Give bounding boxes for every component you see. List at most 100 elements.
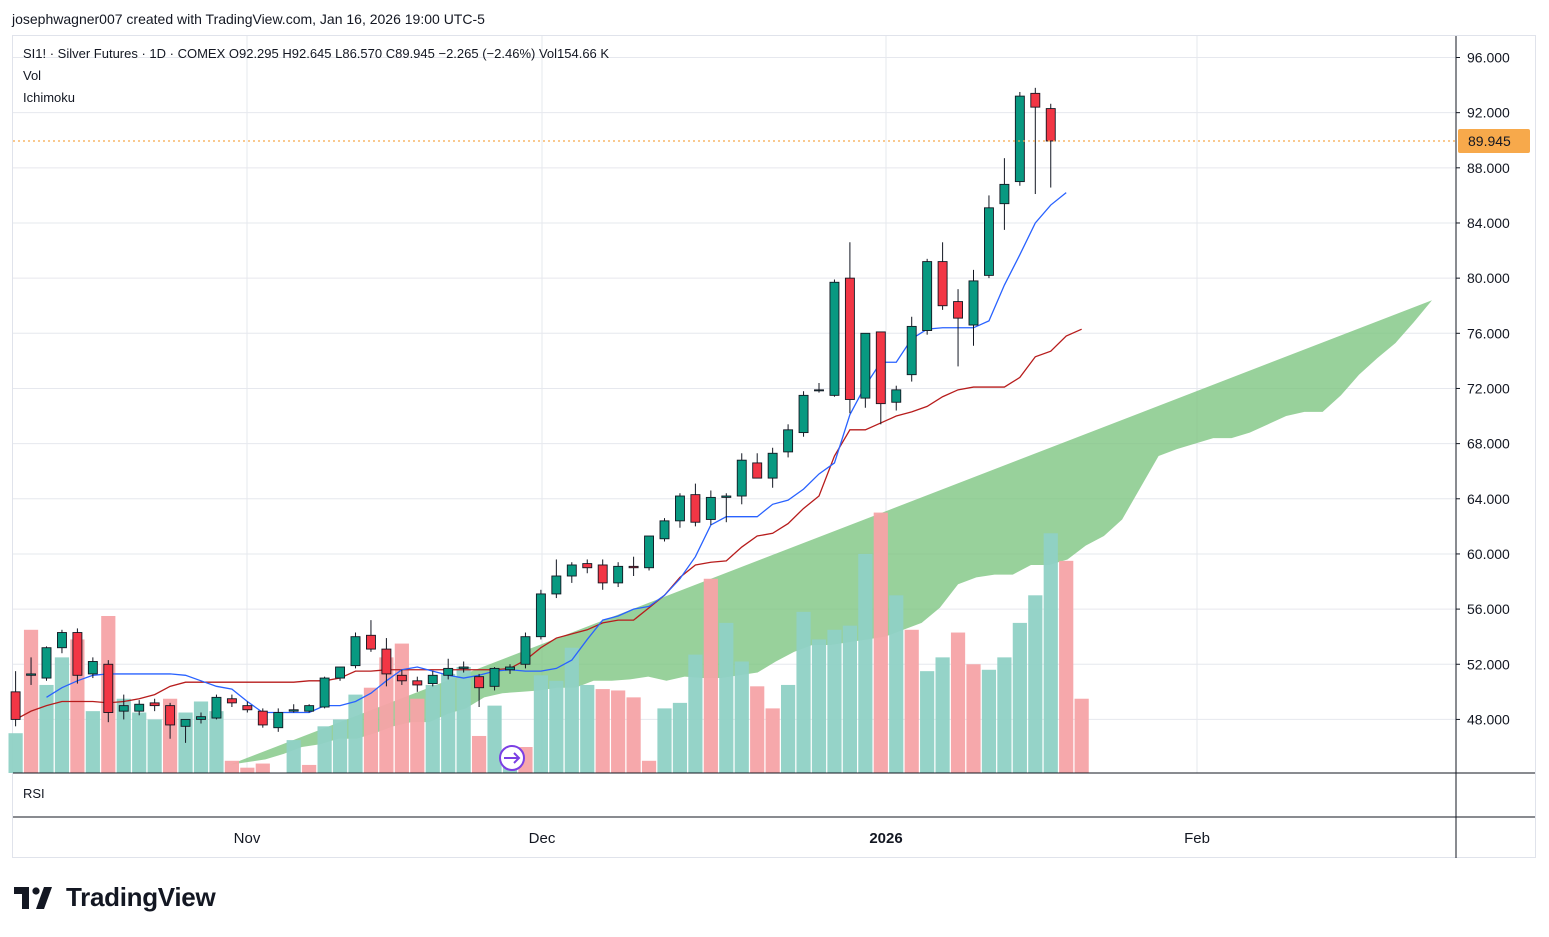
- last-price-label: 89.945: [1468, 133, 1511, 149]
- candle-body: [891, 389, 902, 403]
- volume-bar: [224, 760, 239, 773]
- volume-bar: [286, 740, 301, 773]
- rsi-legend[interactable]: RSI: [23, 786, 45, 801]
- volume-bar: [950, 632, 966, 773]
- y-tick-label: 84.000: [1467, 215, 1510, 231]
- volume-bar: [920, 671, 935, 773]
- candle-body: [273, 712, 284, 729]
- candle-body: [644, 535, 654, 569]
- volume-bar: [796, 611, 811, 773]
- y-tick-label: 88.000: [1467, 160, 1510, 176]
- volume-legend[interactable]: Vol: [23, 68, 42, 83]
- candle-body: [118, 705, 129, 712]
- x-tick-label: Feb: [1184, 830, 1210, 847]
- volume-bar: [255, 763, 270, 773]
- volume-bar: [394, 643, 409, 773]
- base-line: [15, 328, 1082, 720]
- candle-body: [319, 677, 330, 708]
- volume-bar: [54, 657, 70, 773]
- candle-body: [57, 632, 67, 649]
- tradingview-logo-icon: [14, 886, 52, 909]
- candle-body: [427, 674, 438, 685]
- candle-body: [1030, 92, 1041, 108]
- candle-body: [736, 459, 747, 497]
- volume-bar: [750, 686, 765, 773]
- volume-bar: [966, 664, 981, 773]
- symbol-legend[interactable]: SI1! · Silver Futures · 1D · COMEX O92.2…: [23, 46, 610, 61]
- volume-bar: [765, 708, 780, 773]
- volume-bar: [935, 657, 950, 773]
- candle-body: [1045, 108, 1056, 142]
- volume-bar: [580, 684, 595, 773]
- volume-bar: [23, 629, 39, 773]
- candle-body: [196, 716, 206, 720]
- volume-bar: [363, 687, 379, 773]
- candle-body: [335, 666, 345, 679]
- volume-bar: [472, 735, 487, 773]
- volume-bar: [533, 675, 548, 773]
- candle-body: [566, 564, 577, 577]
- volume-bar: [672, 702, 688, 773]
- candle-body: [860, 332, 871, 399]
- candle-body: [41, 647, 52, 679]
- volume-bar: [657, 708, 672, 773]
- conversion-line: [46, 192, 1067, 714]
- candle-body: [396, 674, 407, 682]
- candle-body: [489, 667, 500, 687]
- y-tick-label: 56.000: [1467, 601, 1510, 617]
- y-tick-label: 64.000: [1467, 491, 1510, 507]
- candle-body: [953, 301, 963, 319]
- volume-bar: [8, 733, 23, 773]
- candle-body: [767, 452, 778, 479]
- candle-body: [968, 280, 979, 326]
- volume-bar: [781, 684, 796, 773]
- candle-body: [659, 520, 670, 540]
- candle-body: [752, 462, 763, 479]
- volume-bar: [240, 767, 255, 773]
- candle-body: [844, 277, 855, 400]
- candle-body: [257, 710, 268, 726]
- candle-body: [937, 261, 948, 307]
- volume-bar: [626, 697, 641, 773]
- y-tick-label: 80.000: [1467, 270, 1510, 286]
- candle-body: [829, 281, 840, 396]
- volume-bar: [147, 719, 162, 773]
- volume-bar: [564, 647, 579, 773]
- volume-bar: [487, 705, 502, 773]
- candle-body: [242, 705, 253, 711]
- volume-bar: [889, 595, 904, 773]
- candle-body: [613, 565, 624, 584]
- volume-bar: [873, 512, 888, 773]
- candle-body: [381, 648, 392, 675]
- volume-bar: [997, 657, 1012, 773]
- y-tick-label: 60.000: [1467, 546, 1510, 562]
- x-tick-label: Dec: [529, 830, 556, 847]
- x-tick-label: 2026: [869, 830, 902, 847]
- candle-body: [597, 564, 608, 584]
- ichimoku-legend[interactable]: Ichimoku: [23, 90, 76, 105]
- tradingview-logo[interactable]: TradingView: [14, 882, 216, 913]
- candle-body: [505, 666, 515, 671]
- candle-body: [149, 702, 160, 707]
- candle-body: [906, 325, 917, 376]
- candle-body: [180, 718, 191, 727]
- candle-body: [551, 575, 562, 595]
- volume-bar: [193, 701, 209, 773]
- candle-body: [582, 563, 593, 569]
- volume-bar: [703, 578, 718, 773]
- candle-body: [814, 389, 824, 392]
- volume-bar: [827, 629, 842, 773]
- volume-bar: [904, 629, 919, 773]
- candle-body: [458, 666, 469, 669]
- candle-body: [304, 705, 315, 712]
- last-price-label-bg: [1458, 128, 1530, 153]
- volume-bar: [1028, 595, 1043, 773]
- candle-body: [675, 495, 685, 522]
- y-tick-label: 76.000: [1467, 325, 1510, 341]
- candle-body: [922, 261, 933, 331]
- volume-bar: [595, 689, 610, 773]
- y-tick-label: 48.000: [1467, 711, 1510, 727]
- volume-bar: [317, 726, 332, 773]
- volume-bar: [611, 690, 626, 773]
